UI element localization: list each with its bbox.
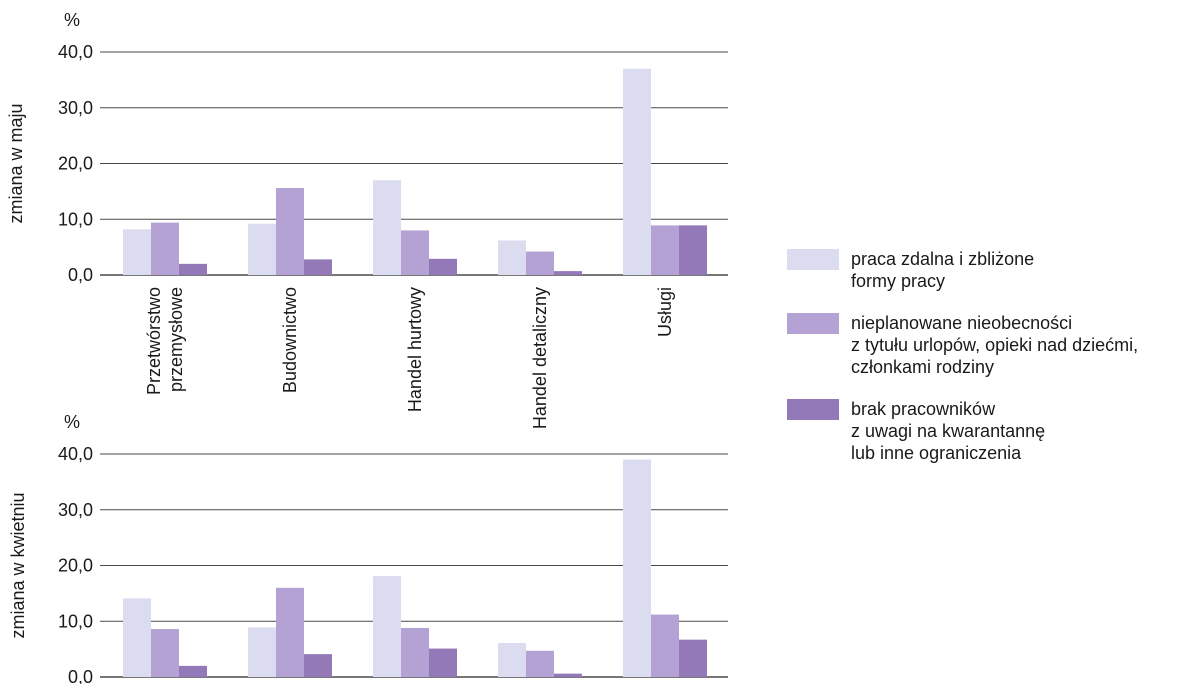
legend-swatch: [787, 313, 839, 334]
bar: [623, 68, 651, 275]
bar: [151, 222, 179, 275]
bar: [276, 587, 304, 677]
y-tick-label: 40,0: [58, 444, 93, 464]
legend: praca zdalna i zbliżone formy pracy niep…: [787, 248, 1199, 484]
legend-swatch: [787, 249, 839, 270]
bar: [651, 614, 679, 677]
y-tick-label: 20,0: [58, 556, 93, 576]
chart-april: 0,0 10,0 20,0 30,0 40,0% zmiana w kwietniu: [8, 412, 728, 684]
bar: [651, 225, 679, 275]
y-axis-label: zmiana w kwietniu: [8, 492, 28, 638]
y-tick-label: 20,0: [58, 154, 93, 174]
x-tick-label: Handel hurtowy: [405, 287, 425, 412]
bar: [623, 459, 651, 677]
bar: [123, 598, 151, 677]
legend-label: nieplanowane nieobecności z tytułu urlop…: [851, 313, 1139, 377]
bar: [401, 230, 429, 275]
y-tick-label: 0,0: [68, 265, 93, 285]
bar: [123, 229, 151, 275]
legend-item-unplanned-absences: nieplanowane nieobecności z tytułu urlop…: [787, 312, 1199, 378]
x-tick-label: Handel detaliczny: [530, 287, 550, 429]
legend-item-worker-shortage: brak pracowników z uwagi na kwarantannę …: [787, 398, 1199, 464]
x-tick-label: Budownictwo: [280, 287, 300, 393]
legend-item-remote-work: praca zdalna i zbliżone formy pracy: [787, 248, 1199, 292]
bar: [248, 223, 276, 275]
bar: [554, 673, 582, 677]
bar: [248, 627, 276, 677]
bar: [373, 576, 401, 677]
bar: [679, 639, 707, 677]
y-tick-label: 10,0: [58, 611, 93, 631]
y-tick-label: 40,0: [58, 42, 93, 62]
bar: [276, 188, 304, 275]
bar: [401, 627, 429, 677]
y-axis-label: zmiana w maju: [6, 103, 26, 223]
bar: [526, 650, 554, 677]
bar: [554, 271, 582, 275]
bar: [304, 259, 332, 275]
bar: [304, 654, 332, 677]
bar: [373, 180, 401, 275]
unit-label: %: [64, 412, 80, 432]
bar: [498, 642, 526, 677]
bar: [526, 251, 554, 275]
legend-label: brak pracowników z uwagi na kwarantannę …: [851, 399, 1046, 463]
x-tick-label: Przetwórstwo przemysłowe: [144, 287, 186, 395]
y-tick-label: 30,0: [58, 500, 93, 520]
bar: [179, 665, 207, 677]
bar: [151, 629, 179, 677]
y-tick-label: 30,0: [58, 98, 93, 118]
y-tick-label: 10,0: [58, 209, 93, 229]
bar: [679, 225, 707, 275]
legend-swatch: [787, 399, 839, 420]
bar: [179, 263, 207, 275]
bar: [429, 258, 457, 275]
unit-label: %: [64, 10, 80, 30]
bar: [498, 240, 526, 275]
legend-label: praca zdalna i zbliżone formy pracy: [851, 249, 1035, 291]
chart-may: 0,0 10,0 20,0 30,0 40,0% zmiana w maju Przetwó…: [6, 10, 728, 429]
x-tick-label: Usługi: [655, 287, 675, 337]
bar: [429, 648, 457, 677]
y-tick-label: 0,0: [68, 667, 93, 684]
